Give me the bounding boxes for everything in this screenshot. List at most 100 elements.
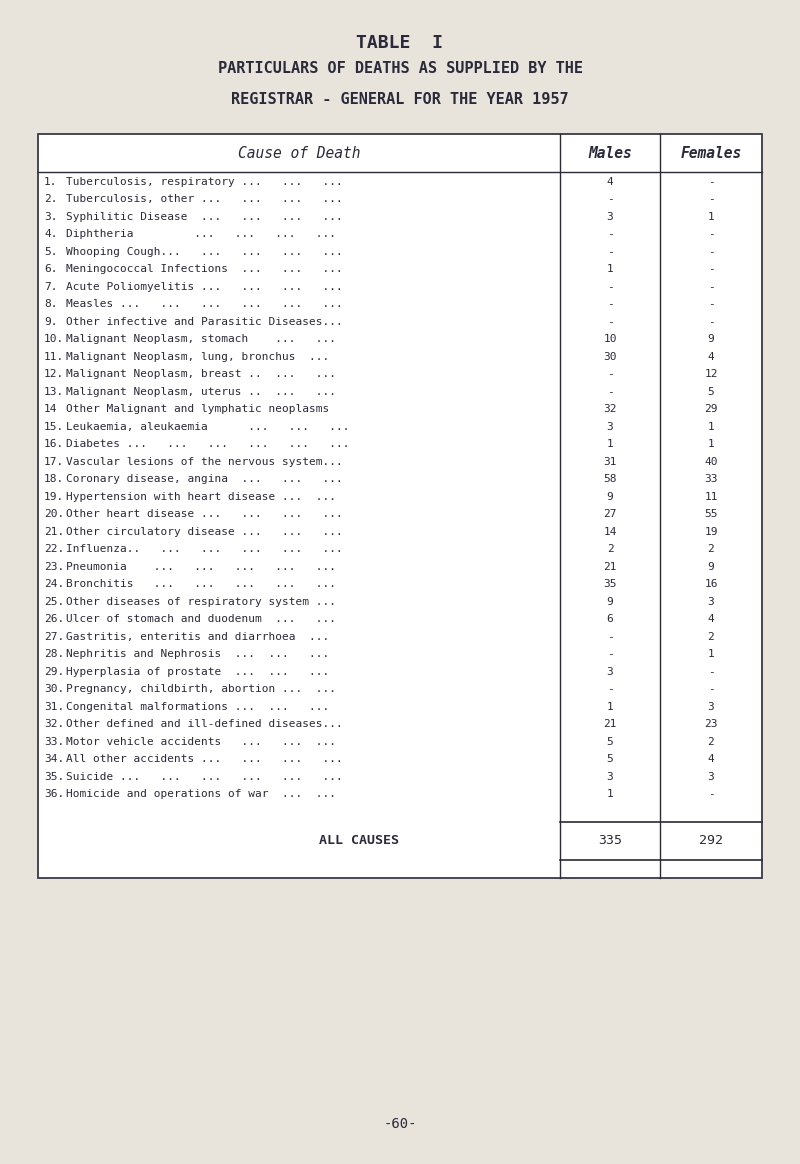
Text: 1: 1 — [708, 439, 714, 449]
Text: 2: 2 — [708, 544, 714, 554]
Text: Tuberculosis, respiratory ...   ...   ...: Tuberculosis, respiratory ... ... ... — [66, 177, 342, 186]
Text: 23: 23 — [704, 719, 718, 729]
Text: 3: 3 — [606, 772, 614, 781]
Text: Whooping Cough...   ...   ...   ...   ...: Whooping Cough... ... ... ... ... — [66, 247, 342, 256]
Text: 36.: 36. — [44, 789, 64, 800]
Text: 17.: 17. — [44, 456, 64, 467]
Text: 10.: 10. — [44, 334, 64, 345]
Text: 29.: 29. — [44, 667, 64, 676]
Text: 19.: 19. — [44, 491, 64, 502]
Text: Syphilitic Disease  ...   ...   ...   ...: Syphilitic Disease ... ... ... ... — [66, 212, 342, 221]
Text: Females: Females — [680, 146, 742, 161]
Text: Pregnancy, childbirth, abortion ...  ...: Pregnancy, childbirth, abortion ... ... — [66, 684, 336, 694]
Text: Leukaemia, aleukaemia      ...   ...   ...: Leukaemia, aleukaemia ... ... ... — [66, 421, 350, 432]
Text: 34.: 34. — [44, 754, 64, 764]
Text: 9: 9 — [606, 597, 614, 606]
Text: 292: 292 — [699, 835, 723, 847]
Text: -: - — [606, 317, 614, 327]
Text: Vascular lesions of the nervous system...: Vascular lesions of the nervous system..… — [66, 456, 342, 467]
Text: Malignant Neoplasm, uterus ..  ...   ...: Malignant Neoplasm, uterus .. ... ... — [66, 386, 336, 397]
Text: 40: 40 — [704, 456, 718, 467]
Text: 3: 3 — [606, 421, 614, 432]
Text: Homicide and operations of war  ...  ...: Homicide and operations of war ... ... — [66, 789, 336, 800]
Text: 20.: 20. — [44, 509, 64, 519]
Text: PARTICULARS OF DEATHS AS SUPPLIED BY THE: PARTICULARS OF DEATHS AS SUPPLIED BY THE — [218, 61, 582, 76]
Text: 10: 10 — [603, 334, 617, 345]
Text: 6: 6 — [606, 615, 614, 624]
Text: ALL CAUSES: ALL CAUSES — [319, 835, 399, 847]
Text: 27.: 27. — [44, 632, 64, 641]
Text: 3.: 3. — [44, 212, 58, 221]
Text: 33.: 33. — [44, 737, 64, 746]
Text: 2: 2 — [708, 632, 714, 641]
Text: Measles ...   ...   ...   ...   ...   ...: Measles ... ... ... ... ... ... — [66, 299, 342, 310]
Text: -: - — [708, 789, 714, 800]
Text: 33: 33 — [704, 474, 718, 484]
Text: Males: Males — [588, 146, 632, 161]
Text: Diabetes ...   ...   ...   ...   ...   ...: Diabetes ... ... ... ... ... ... — [66, 439, 350, 449]
Text: -: - — [708, 264, 714, 275]
Text: 13.: 13. — [44, 386, 64, 397]
Text: 21.: 21. — [44, 526, 64, 537]
Text: 15.: 15. — [44, 421, 64, 432]
Text: Other diseases of respiratory system ...: Other diseases of respiratory system ... — [66, 597, 336, 606]
Text: 26.: 26. — [44, 615, 64, 624]
Text: 1: 1 — [606, 789, 614, 800]
Text: 1: 1 — [708, 421, 714, 432]
Text: Gastritis, enteritis and diarrhoea  ...: Gastritis, enteritis and diarrhoea ... — [66, 632, 330, 641]
Text: Influenza..   ...   ...   ...   ...   ...: Influenza.. ... ... ... ... ... — [66, 544, 342, 554]
Text: 55: 55 — [704, 509, 718, 519]
Text: 6.: 6. — [44, 264, 58, 275]
Text: -60-: -60- — [383, 1117, 417, 1131]
Text: 9: 9 — [708, 561, 714, 572]
Text: 16: 16 — [704, 580, 718, 589]
Text: Malignant Neoplasm, breast ..  ...   ...: Malignant Neoplasm, breast .. ... ... — [66, 369, 336, 379]
Text: Cause of Death: Cause of Death — [238, 146, 360, 161]
Text: 5.: 5. — [44, 247, 58, 256]
Text: 4: 4 — [606, 177, 614, 186]
Text: Hypertension with heart disease ...  ...: Hypertension with heart disease ... ... — [66, 491, 336, 502]
Text: Other defined and ill-defined diseases...: Other defined and ill-defined diseases..… — [66, 719, 342, 729]
Text: 2.: 2. — [44, 194, 58, 204]
Text: Other infective and Parasitic Diseases...: Other infective and Parasitic Diseases..… — [66, 317, 342, 327]
Text: 1: 1 — [708, 212, 714, 221]
Text: 32.: 32. — [44, 719, 64, 729]
Text: 14: 14 — [44, 404, 58, 414]
Text: -: - — [606, 684, 614, 694]
Bar — [38, 134, 762, 878]
Text: Hyperplasia of prostate  ...  ...   ...: Hyperplasia of prostate ... ... ... — [66, 667, 330, 676]
Text: 335: 335 — [598, 835, 622, 847]
Text: 25.: 25. — [44, 597, 64, 606]
Text: 1: 1 — [606, 702, 614, 711]
Text: -: - — [708, 299, 714, 310]
Text: -: - — [708, 177, 714, 186]
Text: 12: 12 — [704, 369, 718, 379]
Text: 7.: 7. — [44, 282, 58, 292]
Text: Coronary disease, angina  ...   ...   ...: Coronary disease, angina ... ... ... — [66, 474, 342, 484]
Text: 27: 27 — [603, 509, 617, 519]
Text: Other Malignant and lymphatic neoplasms: Other Malignant and lymphatic neoplasms — [66, 404, 330, 414]
Text: Meningococcal Infections  ...   ...   ...: Meningococcal Infections ... ... ... — [66, 264, 342, 275]
Text: 28.: 28. — [44, 650, 64, 659]
Text: 3: 3 — [708, 597, 714, 606]
Text: 58: 58 — [603, 474, 617, 484]
Text: -: - — [708, 229, 714, 239]
Text: -: - — [606, 632, 614, 641]
Text: -: - — [708, 667, 714, 676]
Text: 30.: 30. — [44, 684, 64, 694]
Text: Malignant Neoplasm, stomach    ...   ...: Malignant Neoplasm, stomach ... ... — [66, 334, 336, 345]
Text: Acute Poliomyelitis ...   ...   ...   ...: Acute Poliomyelitis ... ... ... ... — [66, 282, 342, 292]
Text: 5: 5 — [708, 386, 714, 397]
Text: 16.: 16. — [44, 439, 64, 449]
Text: Other heart disease ...   ...   ...   ...: Other heart disease ... ... ... ... — [66, 509, 342, 519]
Text: 2: 2 — [606, 544, 614, 554]
Text: 4: 4 — [708, 352, 714, 362]
Text: 1.: 1. — [44, 177, 58, 186]
Text: 1: 1 — [606, 264, 614, 275]
Text: 4: 4 — [708, 754, 714, 764]
Text: -: - — [606, 299, 614, 310]
Text: 24.: 24. — [44, 580, 64, 589]
Text: 32: 32 — [603, 404, 617, 414]
Text: 8.: 8. — [44, 299, 58, 310]
Text: 4.: 4. — [44, 229, 58, 239]
